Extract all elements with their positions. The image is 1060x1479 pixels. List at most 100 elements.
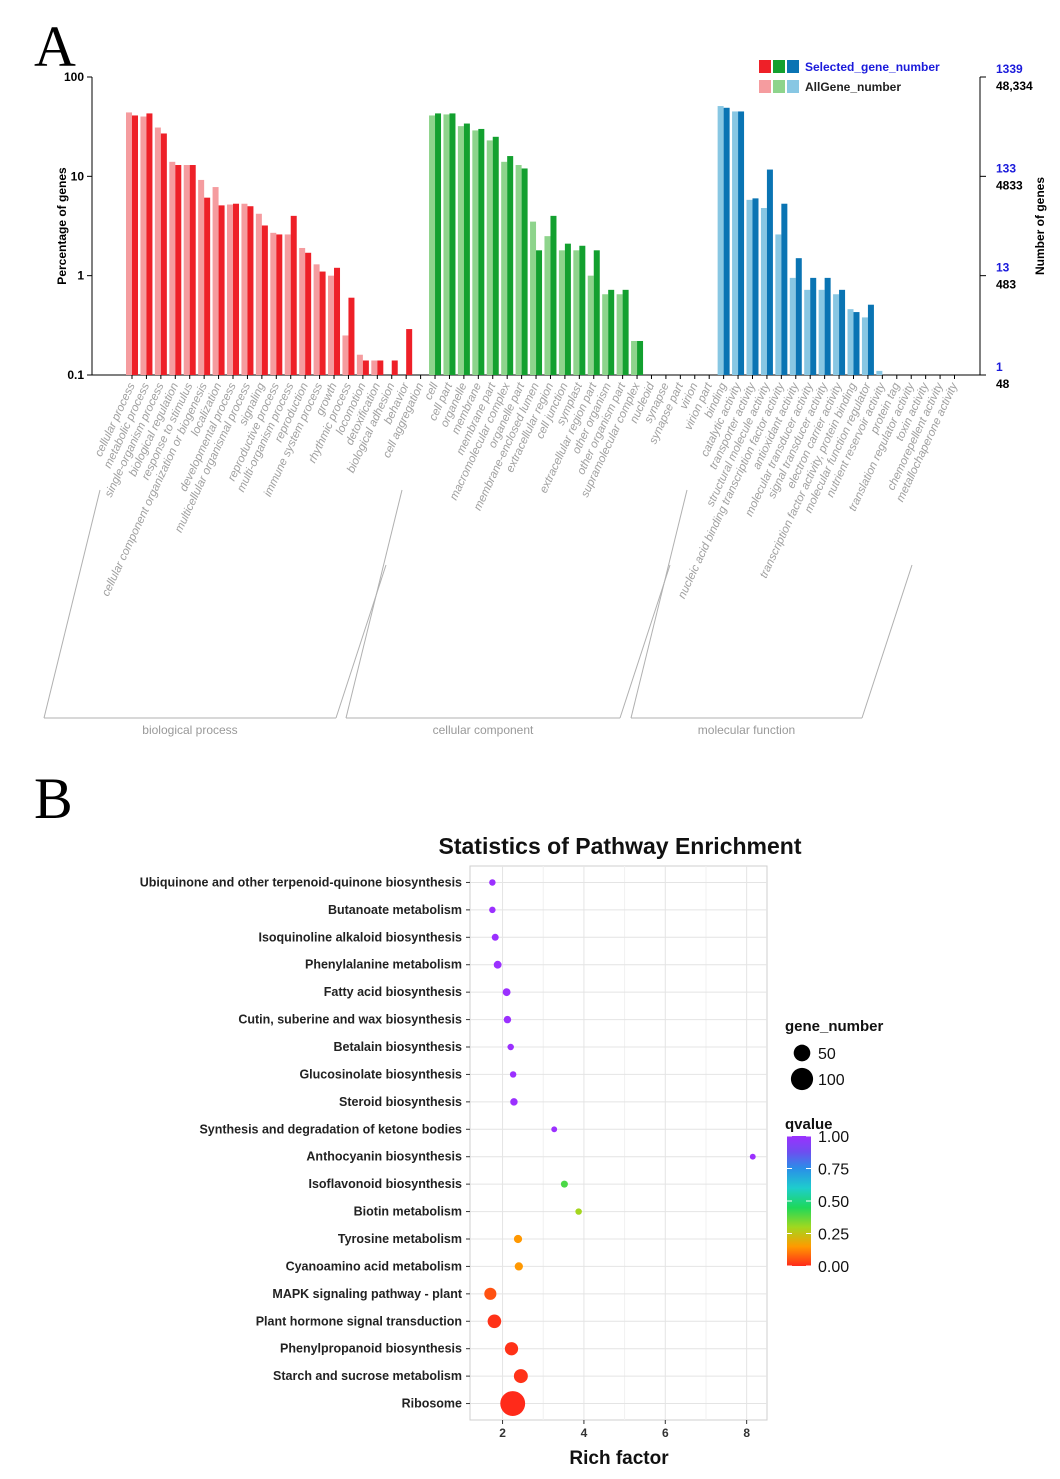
bar-pair-symplast (573, 245, 586, 375)
x-axis-title: Rich factor (569, 1448, 669, 1469)
bar-pair-supramolecular-complex (631, 340, 644, 375)
color-legend-label: 1.00 (818, 1129, 849, 1146)
y-tick-label: 10 (71, 169, 85, 183)
bar-all-binding (717, 106, 724, 375)
legend-swatch-selected (773, 60, 785, 73)
point-isoflavonoid-biosynthesis (560, 1180, 568, 1188)
bar-all-transcription-factor-activity-protein-binding (847, 309, 854, 375)
point-phenylalanine-metabolism (493, 960, 502, 969)
bar-all-other-organism (602, 294, 609, 375)
bar-pair-catalytic-activity (732, 111, 745, 375)
bar-pair-reproductive-process (270, 232, 283, 375)
legend-selected-label: Selected_gene_number (805, 60, 940, 74)
bar-pair-organelle-part (515, 165, 528, 375)
bar-selected-structural-molecule-activity (766, 169, 773, 375)
kegg-title: Statistics of Pathway Enrichment (439, 833, 802, 859)
bar-pair-cell-part (443, 113, 456, 376)
size-legend-dot-50 (793, 1044, 811, 1062)
bar-pair-biological-regulation (169, 161, 182, 375)
point-mapk-signaling-pathway-plant (484, 1287, 497, 1300)
right-axis-title: Number of genes (1033, 177, 1047, 275)
pathway-label-biotin-metabolism: Biotin metabolism (354, 1205, 462, 1219)
bar-selected-other-organism (608, 289, 615, 375)
bar-all-cell-part (443, 114, 450, 376)
bar-pair-metabolic-process (140, 113, 153, 375)
y-tick-label: 100 (64, 70, 84, 84)
bar-all-symplast (573, 250, 580, 375)
legend-swatch-selected (759, 60, 771, 73)
bar-all-structural-molecule-activity (760, 207, 767, 375)
y-tick-label: 0.1 (67, 368, 84, 382)
bar-selected-rhythmic-process (348, 297, 355, 375)
bar-all-reproduction (299, 247, 306, 375)
bar-selected-nucleic-acid-binding-transcription-factor-activity (781, 203, 788, 375)
bar-pair-localization (212, 187, 225, 375)
x-tick-label: 6 (662, 1426, 669, 1440)
bar-all-organelle-part (515, 165, 522, 375)
bar-selected-extracellular-region-part (593, 250, 600, 375)
bar-pair-multicellular-organismal-process (241, 203, 254, 375)
bar-selected-electron-carrier-activity (839, 289, 846, 375)
bar-selected-membrane-part (492, 136, 499, 375)
pathway-label-ribosome: Ribosome (402, 1397, 462, 1411)
bar-all-cellular-process (126, 112, 132, 376)
right-tick-selected: 13 (996, 261, 1010, 275)
size-legend-title: gene_number (785, 1018, 884, 1035)
point-plant-hormone-signal-transduction (487, 1314, 502, 1329)
go-classification-chart: 100 10 1 0.1 1339 48,334 133 4833 13 483 1 48 Percen… (43, 60, 1047, 737)
pathway-label-glucosinolate-biosynthesis: Glucosinolate biosynthesis (299, 1067, 462, 1081)
pathway-label-anthocyanin-biosynthesis: Anthocyanin biosynthesis (306, 1150, 462, 1164)
bar-selected-single-organism-process (160, 133, 167, 375)
point-ribosome (500, 1391, 526, 1416)
bar-selected-multi-organism-process (290, 215, 297, 375)
color-legend-label: 0.25 (818, 1227, 849, 1244)
bar-selected-cell-part (449, 113, 456, 375)
bar-selected-binding (723, 107, 730, 375)
bar-all-membrane-enclosed-lumen (530, 221, 537, 375)
bar-all-detoxification (371, 360, 378, 375)
bar-all-nutrient-reservoir-activity (876, 370, 883, 375)
pathway-label-tyrosine-metabolism: Tyrosine metabolism (338, 1232, 462, 1246)
bar-pair-rhythmic-process (342, 297, 355, 375)
bar-selected-organelle-part (521, 168, 528, 375)
bar-all-reproductive-process (270, 232, 277, 375)
bar-pair-molecular-transducer-activity (804, 277, 817, 375)
bar-pair-cellular-process (126, 112, 138, 376)
bar-all-supramolecular-complex (631, 340, 638, 375)
bar-all-immune-system-process (313, 264, 320, 375)
pathway-label-mapk-signaling-pathway-plant: MAPK signaling pathway - plant (272, 1287, 462, 1301)
bar-all-cell-junction (558, 250, 565, 375)
bar-all-membrane-part (486, 140, 493, 375)
bar-all-cellular-component-organization-or-biogenesis (198, 179, 205, 375)
bar-pair-nucleic-acid-binding-transcription-factor-activity (775, 203, 788, 375)
bar-pair-membrane-enclosed-lumen (530, 221, 543, 375)
group-bracket-cellular-component: cellular component (345, 489, 671, 737)
bar-all-electron-carrier-activity (833, 294, 840, 375)
bar-pair-signaling (255, 213, 268, 375)
group-bracket-molecular-function: molecular function (630, 489, 913, 737)
bar-pair-growth (328, 267, 341, 375)
pathway-label-cyanoamino-acid-metabolism: Cyanoamino acid metabolism (286, 1259, 462, 1273)
bar-selected-behavior (406, 329, 413, 375)
bar-selected-organelle (463, 123, 470, 375)
group-label: cellular component (433, 723, 534, 737)
bar-all-signal-transducer-activity (818, 289, 825, 375)
bar-selected-developmental-process (233, 203, 240, 375)
pathway-label-synthesis-and-degradation-of-ketone-bodies: Synthesis and degradation of ketone bodi… (199, 1122, 462, 1136)
bar-selected-localization (218, 205, 225, 375)
bar-all-cell (429, 115, 436, 375)
legend-swatch-all (787, 80, 799, 93)
bar-pair-cellular-component-organization-or-biogenesis (198, 179, 211, 375)
bar-all-biological-regulation (169, 161, 176, 375)
bar-selected-cell (435, 113, 442, 375)
point-cyanoamino-acid-metabolism (514, 1262, 523, 1271)
bar-selected-metabolic-process (146, 113, 153, 375)
bar-selected-reproduction (305, 252, 312, 375)
pathway-label-betalain-biosynthesis: Betalain biosynthesis (333, 1040, 462, 1054)
color-legend-label: 0.75 (818, 1162, 849, 1179)
bar-selected-membrane-enclosed-lumen (536, 250, 543, 375)
bar-selected-biological-regulation (175, 165, 182, 375)
point-isoquinoline-alkaloid-biosynthesis (491, 933, 499, 941)
bar-all-extracellular-region (544, 236, 551, 375)
bar-all-molecular-function-regulator (861, 317, 868, 375)
